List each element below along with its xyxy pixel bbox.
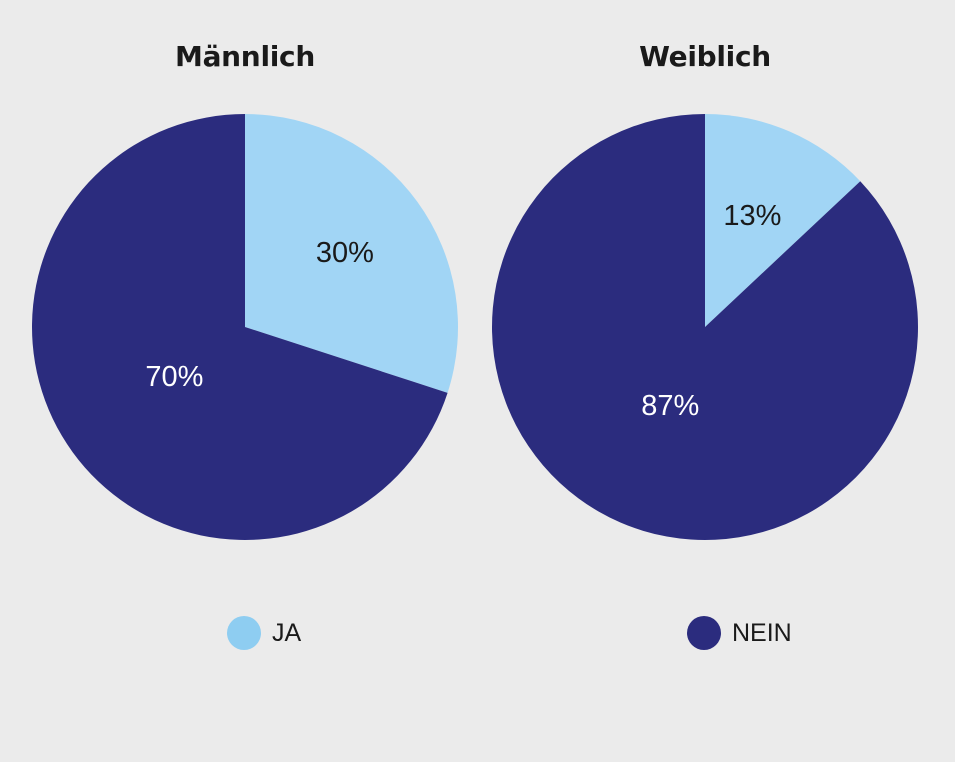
slice-label-weiblich-nein: 87% [641, 390, 699, 422]
pie-slice-maennlich-ja [245, 114, 458, 393]
legend-item-nein: NEIN [687, 615, 792, 651]
legend-item-ja: JA [227, 615, 301, 651]
slice-label-weiblich-ja: 13% [723, 200, 781, 232]
chart-title-weiblich: Weiblich [639, 40, 771, 73]
pie-slice-maennlich-nein [32, 114, 448, 541]
pie-chart-maennlich: 30% 70% [32, 114, 458, 541]
pie-chart-weiblich: 13% 87% [491, 114, 918, 541]
legend-swatch-ja [227, 616, 261, 650]
legend-swatch-nein [687, 616, 721, 650]
slice-label-maennlich-ja: 30% [316, 237, 374, 269]
pie-slice-weiblich-nein [491, 114, 918, 541]
legend-label-ja: JA [272, 618, 302, 647]
slice-label-maennlich-nein: 70% [145, 361, 203, 393]
legend-label-nein: NEIN [732, 618, 792, 647]
pie-slice-weiblich-ja [705, 114, 861, 327]
chart-title-maennlich: Männlich [175, 40, 315, 73]
